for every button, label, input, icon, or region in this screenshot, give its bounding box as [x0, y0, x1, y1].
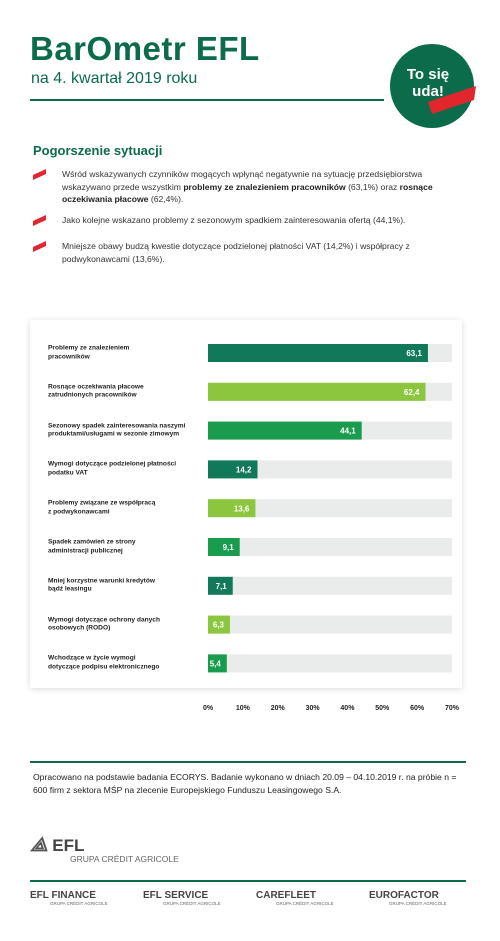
- bullet-text: problemy ze znalezieniem pracowników: [183, 181, 346, 192]
- section-title: Pogorszenie sytuacji: [33, 143, 163, 158]
- category-label: Mniej korzystne warunki kredytów bądź le…: [48, 577, 155, 593]
- bullet-text: (62,4%).: [148, 194, 184, 204]
- bullet-text: Mniejsze obawy budzą kwestie dotyczące p…: [62, 241, 410, 264]
- bar-track: [208, 615, 452, 634]
- bar: [208, 499, 256, 518]
- rule: [30, 761, 466, 763]
- bullet: Mniejsze obawy budzą kwestie dotyczące p…: [62, 240, 462, 265]
- category-label: Wymogi dotyczące podzielonej płatności p…: [48, 460, 177, 477]
- x-tick-label: 60%: [410, 705, 425, 712]
- x-tick-label: 30%: [306, 705, 321, 712]
- value-label: 6,3: [213, 621, 225, 630]
- bullet: Wśród wskazywanych czynników mogących wp…: [62, 168, 462, 206]
- badge: To się uda!: [390, 44, 476, 128]
- category-label: Wymogi dotyczące ochrony danych osobowyc…: [48, 616, 160, 632]
- bullet: Jako kolejne wskazano problemy z sezonow…: [62, 214, 462, 227]
- category-label: Problemy związane ze współpracą z podwyk…: [48, 499, 156, 516]
- partner-group: GRUPA CRÉDIT AGRICOLE: [389, 901, 447, 906]
- bar: [208, 615, 230, 634]
- rule: [30, 880, 466, 882]
- partner-group: GRUPA CRÉDIT AGRICOLE: [50, 901, 108, 906]
- bar-track: [208, 576, 452, 595]
- bullet-text: rosnące oczekiwania płacowe: [62, 181, 433, 205]
- title: BarOmetr EFL: [30, 30, 260, 67]
- x-tick-label: 10%: [236, 705, 251, 712]
- bar: [208, 654, 227, 673]
- partner-logo: EUROFACTOR GRUPA CRÉDIT AGRICOLE: [369, 890, 447, 906]
- category-label: Problemy ze znalezieniem pracowników: [48, 344, 130, 361]
- footnote: Opracowano na podstawie badania ECORYS. …: [33, 772, 457, 795]
- value-label: 7,1: [216, 582, 228, 591]
- partner-group: GRUPA CRÉDIT AGRICOLE: [276, 901, 334, 906]
- x-tick-label: 70%: [445, 705, 460, 712]
- bullet-text: (63,1%) oraz: [345, 181, 400, 192]
- bar: [208, 576, 233, 595]
- bar: [208, 382, 426, 401]
- partner-logo: CAREFLEET GRUPA CRÉDIT AGRICOLE: [256, 890, 334, 906]
- bullet-text: Jako kolejne wskazano problemy z sezonow…: [62, 215, 406, 225]
- badge-text: To się: [407, 66, 449, 83]
- value-label: 13,6: [234, 504, 250, 513]
- x-tick-label: 50%: [375, 705, 390, 712]
- bar: [208, 460, 258, 479]
- category-label: Sezonowy spadek zainteresowania naszymi …: [48, 422, 186, 438]
- category-label: Wchodzące w życie wymogi dotyczące podpi…: [48, 654, 160, 671]
- value-label: 63,1: [406, 349, 422, 358]
- bullet-text: Wśród wskazywanych czynników mogących wp…: [62, 169, 423, 192]
- partner-logo: EFL FINANCE GRUPA CRÉDIT AGRICOLE: [30, 890, 108, 906]
- bar-track: [208, 460, 452, 479]
- bar: [208, 421, 362, 440]
- bar-track: [208, 499, 452, 518]
- value-label: 62,4: [404, 388, 420, 397]
- brand-name: EFL: [52, 836, 85, 855]
- value-label: 14,2: [236, 466, 252, 475]
- x-tick-label: 0%: [203, 705, 214, 712]
- partner-name: CAREFLEET: [256, 890, 316, 901]
- subtitle: na 4. kwartał 2019 roku: [31, 70, 198, 87]
- value-label: 9,1: [223, 543, 235, 552]
- partner-group: GRUPA CRÉDIT AGRICOLE: [163, 901, 221, 906]
- partner-name: EFL FINANCE: [30, 890, 96, 901]
- bar-track: [208, 654, 452, 673]
- partner-logo: EFL SERVICE GRUPA CRÉDIT AGRICOLE: [143, 890, 221, 906]
- rule: [30, 99, 384, 101]
- bar: [208, 538, 240, 556]
- value-label: 5,4: [210, 660, 222, 669]
- x-tick-label: 20%: [271, 705, 286, 712]
- x-tick-label: 40%: [340, 705, 355, 712]
- chart: 0% 10% 20% 30% 40% 50% 60% 70% 63,1 62,4 44,1 14,2 1…: [203, 344, 460, 712]
- partner-name: EUROFACTOR: [369, 890, 439, 901]
- value-label: 44,1: [340, 427, 356, 436]
- brand-group: GRUPA CRÉDIT AGRICOLE: [70, 854, 179, 864]
- category-label: Rosnące oczekiwania płacowe zatrudnionyc…: [48, 383, 144, 399]
- bar-track: [208, 538, 452, 556]
- bar: [208, 344, 428, 362]
- badge-text: uda!: [412, 83, 444, 100]
- brand-logo: ⟁ EFL GRUPA CRÉDIT AGRICOLE: [30, 834, 179, 864]
- category-label: Spadek zamówień ze strony administracji …: [48, 538, 136, 555]
- partner-name: EFL SERVICE: [143, 890, 209, 901]
